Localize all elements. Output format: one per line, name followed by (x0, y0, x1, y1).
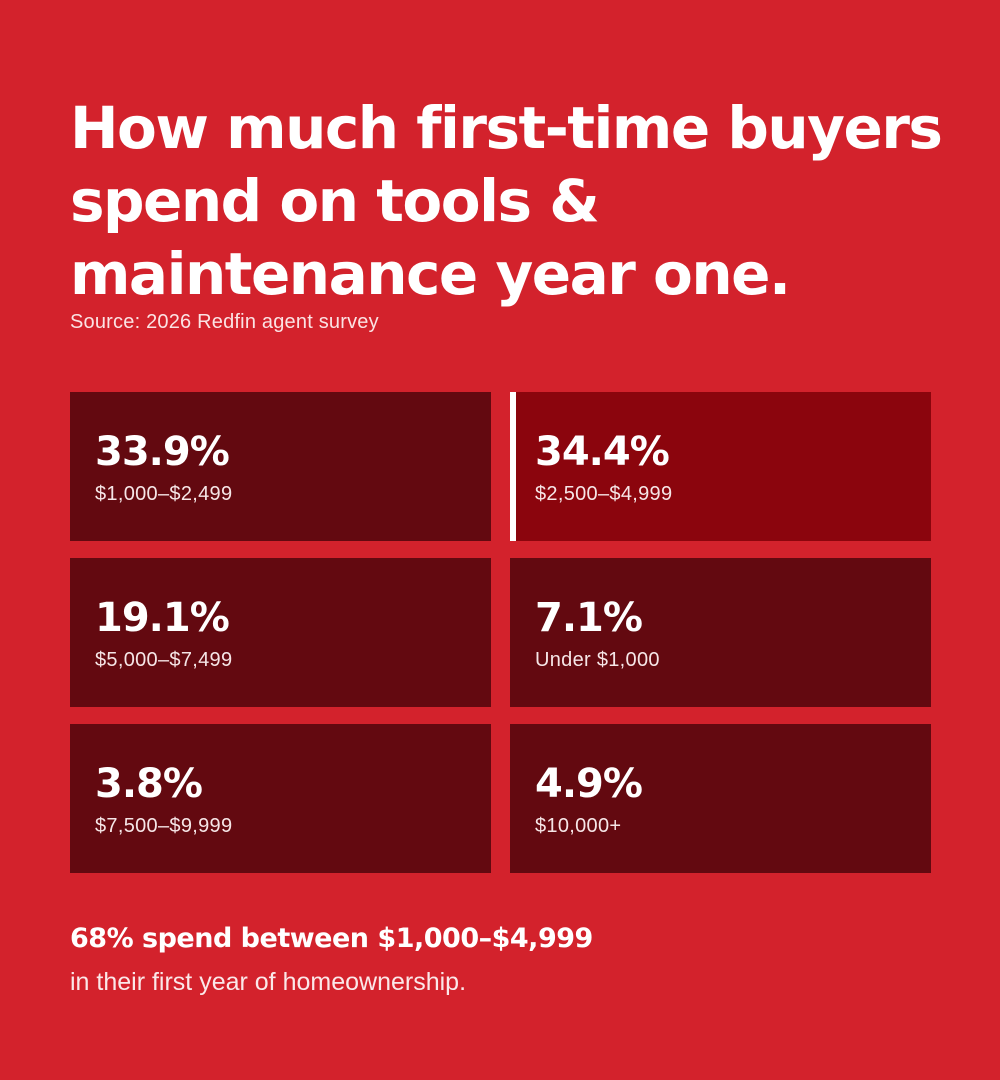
source-note: Source: 2026 Redfin agent survey (70, 311, 379, 333)
page-title: How much first-time buyers spend on tool… (70, 94, 943, 308)
stat-card: 19.1% $5,000–$7,499 (70, 558, 491, 707)
stat-label: $2,500–$4,999 (535, 483, 673, 505)
stat-card: 7.1% Under $1,000 (510, 558, 931, 707)
stat-label: Under $1,000 (535, 649, 660, 671)
callout-subtext: in their first year of homeownership. (70, 968, 467, 996)
stat-value: 34.4% (535, 429, 670, 475)
stat-label: $1,000–$2,499 (95, 483, 233, 505)
stat-card: 3.8% $7,500–$9,999 (70, 724, 491, 873)
stat-value: 4.9% (535, 761, 643, 807)
stat-value: 7.1% (535, 595, 643, 641)
stat-value: 33.9% (95, 429, 230, 475)
stat-card: 4.9% $10,000+ (510, 724, 931, 873)
callout-headline: 68% spend between $1,000–$4,999 (70, 923, 593, 954)
stat-label: $7,500–$9,999 (95, 815, 233, 837)
stat-label: $5,000–$7,499 (95, 649, 233, 671)
stat-label: $10,000+ (535, 815, 622, 837)
stat-card-highlighted: 34.4% $2,500–$4,999 (510, 392, 931, 541)
stat-value: 19.1% (95, 595, 230, 641)
stat-value: 3.8% (95, 761, 203, 807)
stats-grid: 33.9% $1,000–$2,499 34.4% $2,500–$4,999 … (70, 392, 931, 873)
stat-card: 33.9% $1,000–$2,499 (70, 392, 491, 541)
